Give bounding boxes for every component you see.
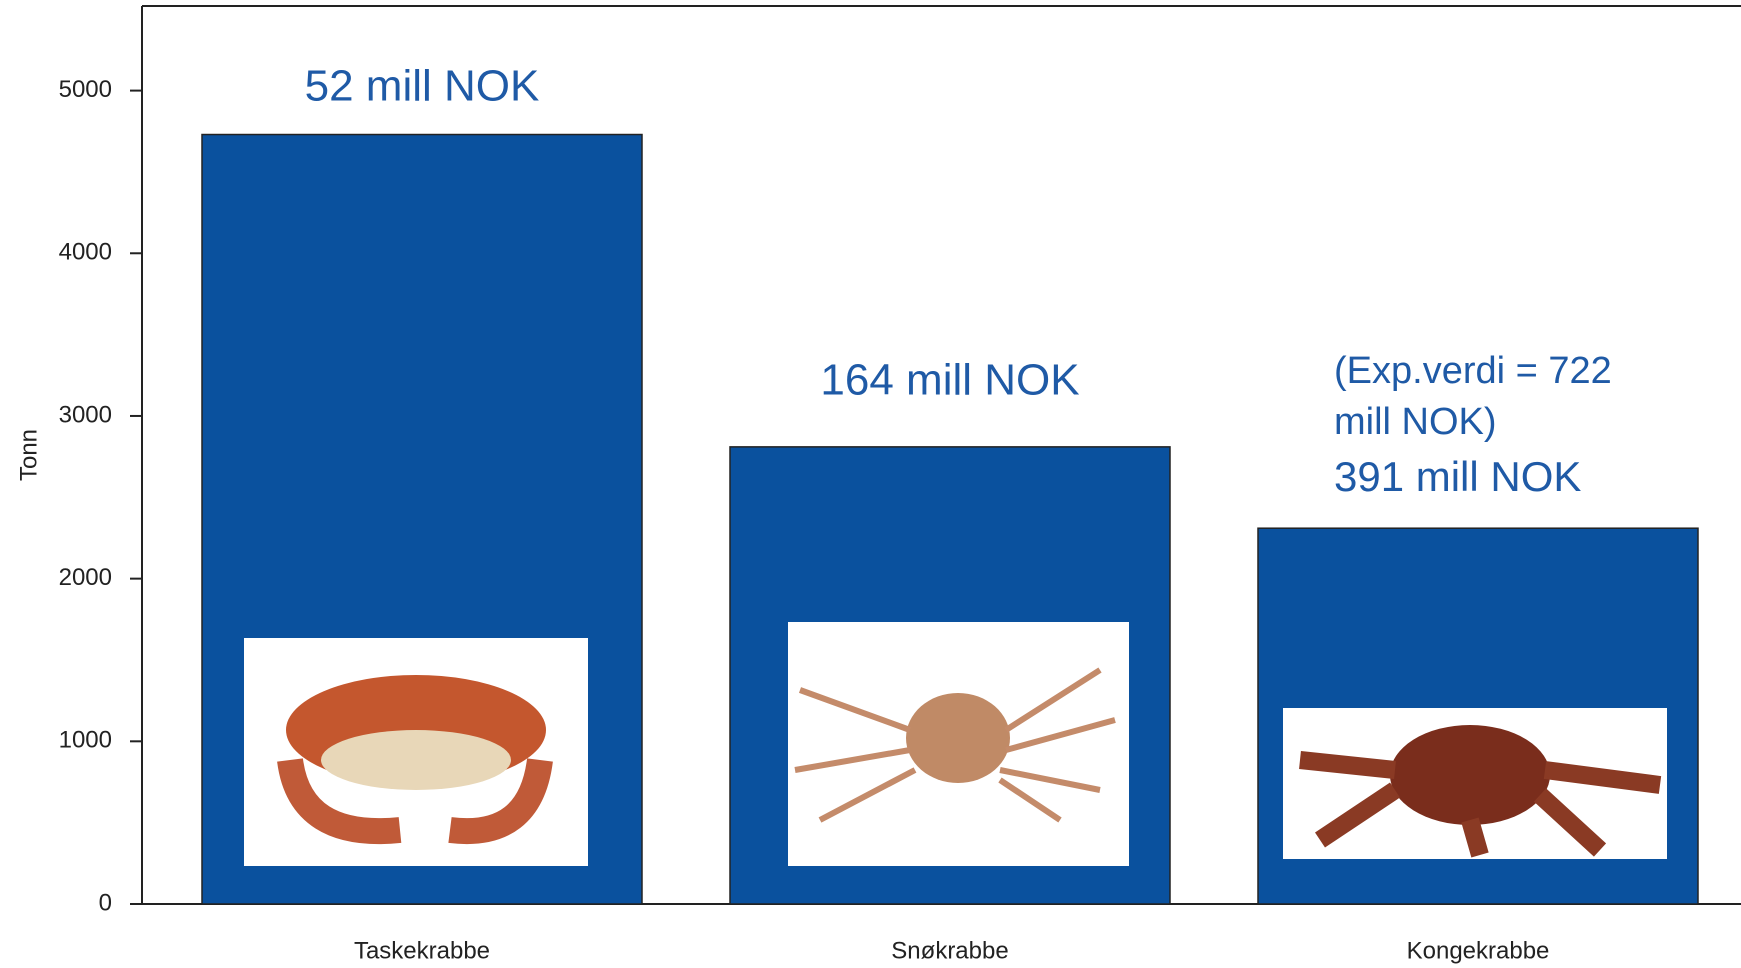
y-axis-label: Tonn — [15, 429, 42, 481]
y-tick-label: 0 — [99, 889, 112, 916]
y-tick-label: 4000 — [59, 239, 112, 266]
x-tick-label: Snøkrabbe — [891, 937, 1008, 964]
annotation: 164 mill NOK — [820, 356, 1079, 405]
y-tick-label: 3000 — [59, 401, 112, 428]
annotation: mill NOK) — [1334, 401, 1497, 443]
crab-belly — [321, 730, 511, 790]
annotation: 391 mill NOK — [1334, 453, 1581, 500]
crab-body — [906, 693, 1010, 783]
chart: Tonn 52 mill NOK 164 mill NOK (Exp.verdi… — [0, 0, 1741, 968]
crab-body — [1390, 725, 1550, 825]
y-tick-label: 1000 — [59, 727, 112, 754]
annotation: (Exp.verdi = 722 — [1334, 350, 1612, 392]
x-tick-label: Kongekrabbe — [1407, 937, 1550, 964]
y-tick-label: 2000 — [59, 564, 112, 591]
x-tick-label: Taskekrabbe — [354, 937, 490, 964]
annotation: 52 mill NOK — [305, 62, 540, 111]
y-tick-label: 5000 — [59, 76, 112, 103]
